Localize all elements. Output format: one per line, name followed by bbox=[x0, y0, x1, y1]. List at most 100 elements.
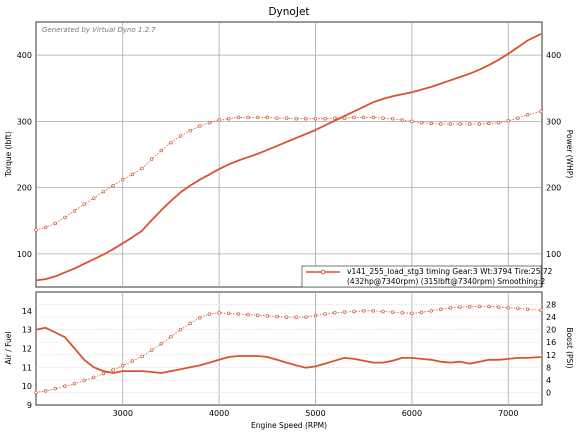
top-right-y-tick-labels: 100 200 300 400 bbox=[546, 51, 561, 259]
boost-series-point bbox=[323, 312, 327, 316]
bottom-right-y-tick-label: 16 bbox=[546, 338, 556, 347]
x-tick-label: 7000 bbox=[498, 409, 518, 418]
torque-series-point bbox=[539, 109, 543, 114]
boost-series-point bbox=[101, 371, 106, 376]
top-left-y-tick-label: 400 bbox=[17, 51, 32, 60]
torque-series-point bbox=[467, 122, 472, 126]
generator-watermark: Generated by Virtual Dyno 1.2.7 bbox=[42, 26, 156, 34]
boost-series-point bbox=[361, 309, 366, 313]
x-tick-label: 5000 bbox=[305, 409, 325, 418]
boost-series-point bbox=[477, 304, 482, 309]
air-fuel-series-line bbox=[35, 326, 542, 374]
bottom-right-y-tick-label: 20 bbox=[546, 326, 556, 335]
boost-series-point bbox=[400, 310, 404, 315]
torque-series-point bbox=[390, 116, 395, 121]
boost-series-point bbox=[284, 315, 289, 319]
torque-series-point bbox=[275, 116, 279, 120]
torque-series-point bbox=[352, 115, 356, 120]
boost-series-point bbox=[43, 389, 48, 393]
torque-series-point bbox=[448, 122, 453, 126]
top-left-y-tick-labels: 100 200 300 400 bbox=[17, 51, 32, 259]
torque-series-point bbox=[140, 166, 144, 171]
boost-series-point bbox=[255, 313, 260, 317]
top-series bbox=[34, 33, 543, 282]
boost-series-point bbox=[342, 310, 347, 314]
boost-series-point bbox=[352, 309, 356, 314]
torque-series-point bbox=[111, 183, 115, 188]
top-right-y-tick-label: 300 bbox=[546, 117, 561, 126]
boost-series-point bbox=[34, 390, 38, 395]
bottom-right-y-tick-label: 28 bbox=[546, 301, 556, 310]
boost-series-point bbox=[130, 359, 135, 363]
top-left-y-tick-label: 100 bbox=[17, 250, 32, 259]
torque-series-point bbox=[525, 112, 530, 117]
boost-series-point bbox=[429, 309, 433, 313]
boost-series-point bbox=[506, 305, 511, 310]
torque-series-point bbox=[34, 228, 38, 232]
bottom-right-y-tick-labels: 0 4 8 12 16 20 24 28 bbox=[546, 301, 556, 398]
torque-series-point bbox=[227, 116, 231, 121]
boost-series-point bbox=[149, 348, 154, 352]
power-axis-label: Power (WHP) bbox=[565, 130, 574, 179]
boost-series-point bbox=[516, 306, 520, 311]
top-plot-area bbox=[35, 21, 543, 288]
torque-series-point bbox=[323, 116, 327, 121]
air-fuel-axis-label: Air / Fuel bbox=[4, 332, 13, 365]
boost-series-point bbox=[496, 305, 501, 309]
torque-series-point bbox=[63, 215, 67, 220]
boost-series-point bbox=[188, 321, 192, 326]
boost-series-point bbox=[207, 312, 212, 316]
boost-series-line bbox=[35, 305, 542, 393]
boost-series-point bbox=[111, 368, 115, 372]
torque-series-point bbox=[188, 128, 192, 133]
torque-series-point bbox=[506, 118, 511, 123]
x-tick-label: 3000 bbox=[113, 409, 133, 418]
bottom-right-y-tick-label: 8 bbox=[546, 363, 551, 372]
top-gridlines bbox=[36, 22, 542, 287]
torque-series-point bbox=[410, 119, 414, 124]
boost-series-point bbox=[246, 312, 250, 317]
bottom-left-y-tick-label: 9 bbox=[27, 401, 32, 410]
torque-series-point bbox=[381, 116, 385, 120]
torque-series-point bbox=[43, 225, 48, 230]
bottom-left-y-tick-label: 12 bbox=[22, 345, 32, 354]
torque-series-point bbox=[265, 115, 270, 120]
boost-series-point bbox=[265, 314, 270, 318]
bottom-left-y-tick-label: 10 bbox=[22, 382, 32, 391]
torque-series-point bbox=[178, 134, 183, 138]
torque-series-point bbox=[159, 148, 164, 153]
top-left-y-tick-label: 200 bbox=[17, 184, 32, 193]
torque-series-point bbox=[371, 115, 376, 120]
boost-series-point bbox=[92, 375, 96, 380]
boost-series-point bbox=[294, 315, 298, 319]
boost-series-point bbox=[410, 311, 414, 316]
torque-series-point bbox=[516, 116, 520, 120]
torque-series-point bbox=[255, 115, 260, 120]
bottom-right-y-tick-label: 12 bbox=[546, 351, 556, 360]
x-tick-label: 4000 bbox=[209, 409, 229, 418]
boost-series-point bbox=[140, 354, 144, 359]
bottom-right-y-tick-label: 4 bbox=[546, 376, 551, 385]
boost-series-point bbox=[178, 327, 183, 332]
bottom-right-y-tick-label: 0 bbox=[546, 388, 551, 397]
boost-series-point bbox=[333, 310, 337, 315]
torque-series-point bbox=[120, 177, 125, 182]
boost-series-point bbox=[487, 304, 491, 309]
top-right-y-tick-label: 400 bbox=[546, 51, 561, 60]
legend-box bbox=[301, 265, 542, 288]
bottom-left-y-tick-label: 11 bbox=[22, 363, 32, 372]
boost-series-point bbox=[539, 308, 543, 312]
top-left-y-tick-label: 300 bbox=[17, 117, 32, 126]
boost-series-point bbox=[72, 381, 77, 386]
boost-axis-label: Boost (PSI) bbox=[565, 328, 574, 369]
bottom-left-y-tick-label: 14 bbox=[22, 307, 32, 316]
torque-series-point bbox=[304, 116, 308, 121]
torque-series-point bbox=[284, 116, 289, 120]
torque-series-point bbox=[53, 221, 58, 226]
torque-series-point bbox=[439, 122, 443, 126]
boost-series-point bbox=[439, 307, 443, 312]
torque-series-point bbox=[313, 116, 318, 121]
torque-series-point bbox=[496, 120, 501, 125]
x-axis-label: Engine Speed (RPM) bbox=[251, 421, 327, 430]
